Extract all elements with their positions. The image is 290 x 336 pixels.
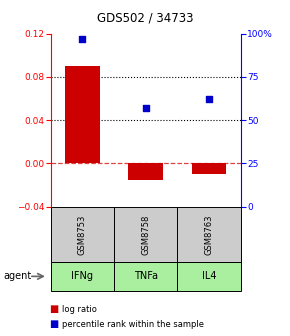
Text: GDS502 / 34733: GDS502 / 34733 bbox=[97, 12, 193, 25]
Bar bbox=[192, 163, 226, 174]
Text: TNFa: TNFa bbox=[134, 271, 158, 281]
Bar bbox=[65, 66, 100, 163]
Point bbox=[80, 36, 85, 41]
Text: IL4: IL4 bbox=[202, 271, 216, 281]
Text: ■: ■ bbox=[49, 304, 59, 314]
Point bbox=[207, 97, 211, 102]
Text: log ratio: log ratio bbox=[62, 305, 97, 313]
Bar bbox=[128, 163, 163, 180]
Text: GSM8758: GSM8758 bbox=[141, 214, 150, 255]
Text: GSM8753: GSM8753 bbox=[78, 214, 87, 255]
Text: IFNg: IFNg bbox=[71, 271, 93, 281]
Text: percentile rank within the sample: percentile rank within the sample bbox=[62, 320, 204, 329]
Text: GSM8763: GSM8763 bbox=[204, 214, 213, 255]
Point bbox=[143, 105, 148, 111]
Text: ■: ■ bbox=[49, 319, 59, 329]
Text: agent: agent bbox=[3, 271, 31, 281]
